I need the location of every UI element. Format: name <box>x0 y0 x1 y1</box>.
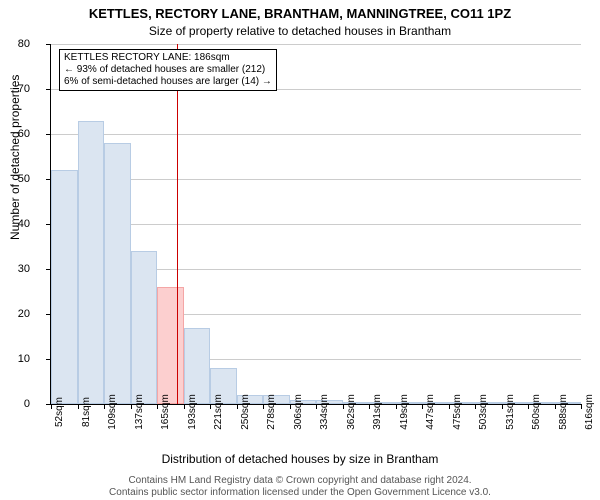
xtick-label: 588sqm <box>558 394 569 430</box>
xtick-mark <box>343 404 344 409</box>
ytick-label: 20 <box>0 308 30 320</box>
xtick-mark <box>581 404 582 409</box>
gridline <box>51 179 581 180</box>
xtick-mark <box>157 404 158 409</box>
xtick-label: 334sqm <box>319 394 330 430</box>
xtick-mark <box>210 404 211 409</box>
histogram-bar <box>104 143 131 404</box>
xtick-mark <box>237 404 238 409</box>
attribution-line-1: Contains HM Land Registry data © Crown c… <box>0 475 600 486</box>
ytick-label: 80 <box>0 38 30 50</box>
annotation-box: KETTLES RECTORY LANE: 186sqm← 93% of det… <box>59 49 277 91</box>
xtick-mark <box>369 404 370 409</box>
xtick-label: 475sqm <box>452 394 463 430</box>
xtick-label: 616sqm <box>584 394 595 430</box>
histogram-bar <box>51 170 78 404</box>
xtick-label: 531sqm <box>505 394 516 430</box>
chart-container: KETTLES, RECTORY LANE, BRANTHAM, MANNING… <box>0 0 600 500</box>
ytick-label: 50 <box>0 173 30 185</box>
xtick-label: 306sqm <box>293 394 304 430</box>
xtick-mark <box>475 404 476 409</box>
ytick-label: 70 <box>0 83 30 95</box>
xtick-label: 193sqm <box>187 394 198 430</box>
attribution-line-2: Contains public sector information licen… <box>0 487 600 498</box>
xtick-mark <box>422 404 423 409</box>
ytick-label: 30 <box>0 263 30 275</box>
ytick-mark <box>46 44 51 45</box>
histogram-bar <box>157 287 184 404</box>
histogram-bar <box>131 251 158 404</box>
xtick-label: 362sqm <box>346 394 357 430</box>
annotation-line: ← 93% of detached houses are smaller (21… <box>64 64 272 76</box>
ytick-label: 10 <box>0 353 30 365</box>
xtick-mark <box>502 404 503 409</box>
chart-title-sub: Size of property relative to detached ho… <box>0 24 600 38</box>
gridline <box>51 224 581 225</box>
xtick-label: 81sqm <box>81 397 92 427</box>
xtick-label: 419sqm <box>399 394 410 430</box>
xtick-label: 165sqm <box>160 394 171 430</box>
xtick-label: 503sqm <box>478 394 489 430</box>
xtick-label: 278sqm <box>266 394 277 430</box>
xtick-label: 250sqm <box>240 394 251 430</box>
gridline <box>51 134 581 135</box>
gridline <box>51 44 581 45</box>
ytick-label: 0 <box>0 398 30 410</box>
xtick-mark <box>555 404 556 409</box>
ytick-label: 40 <box>0 218 30 230</box>
chart-title-main: KETTLES, RECTORY LANE, BRANTHAM, MANNING… <box>0 6 600 21</box>
xtick-label: 109sqm <box>107 394 118 430</box>
ytick-mark <box>46 89 51 90</box>
histogram-bar <box>78 121 105 405</box>
histogram-bar <box>184 328 211 405</box>
ytick-label: 60 <box>0 128 30 140</box>
y-axis-label: Number of detached properties <box>8 75 22 240</box>
ytick-mark <box>46 134 51 135</box>
xtick-label: 560sqm <box>531 394 542 430</box>
x-axis-label: Distribution of detached houses by size … <box>0 452 600 466</box>
marker-line <box>177 44 178 404</box>
xtick-mark <box>528 404 529 409</box>
xtick-label: 391sqm <box>372 394 383 430</box>
xtick-label: 221sqm <box>213 394 224 430</box>
plot-area: 52sqm81sqm109sqm137sqm165sqm193sqm221sqm… <box>50 44 581 405</box>
xtick-label: 447sqm <box>425 394 436 430</box>
annotation-line: 6% of semi-detached houses are larger (1… <box>64 76 272 88</box>
xtick-label: 52sqm <box>54 397 65 427</box>
xtick-mark <box>104 404 105 409</box>
xtick-label: 137sqm <box>134 394 145 430</box>
xtick-mark <box>449 404 450 409</box>
xtick-mark <box>131 404 132 409</box>
xtick-mark <box>51 404 52 409</box>
xtick-mark <box>396 404 397 409</box>
xtick-mark <box>290 404 291 409</box>
xtick-mark <box>316 404 317 409</box>
xtick-mark <box>78 404 79 409</box>
annotation-line: KETTLES RECTORY LANE: 186sqm <box>64 52 272 64</box>
xtick-mark <box>263 404 264 409</box>
xtick-mark <box>184 404 185 409</box>
